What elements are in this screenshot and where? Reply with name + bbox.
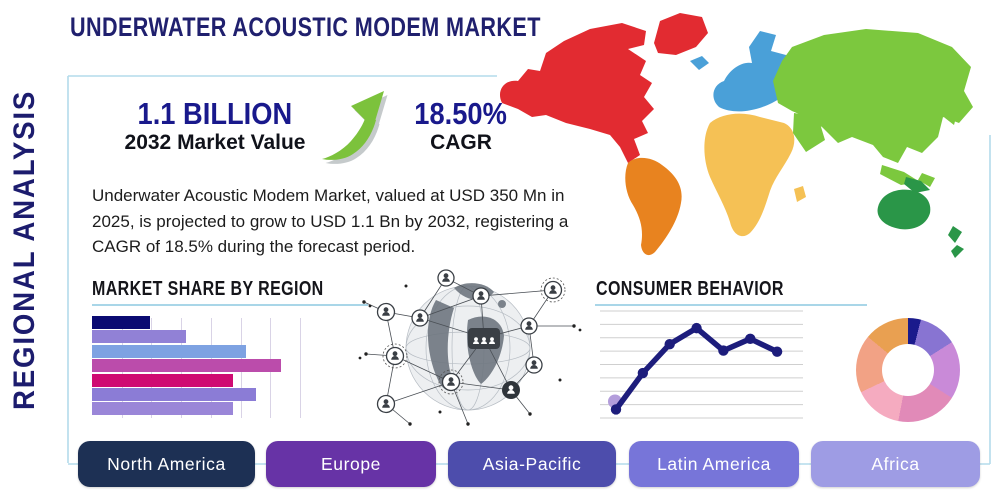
line-chart bbox=[600, 310, 803, 419]
network-person-nodes bbox=[376, 269, 566, 414]
world-map bbox=[499, 13, 973, 258]
map-region-greenland bbox=[654, 13, 708, 55]
cagr-stat: 18.50% CAGR bbox=[414, 96, 508, 155]
bar-segment-0 bbox=[92, 316, 151, 329]
bar-gridline bbox=[300, 318, 301, 418]
bar-segment-1 bbox=[92, 330, 186, 344]
map-region-south-america bbox=[625, 157, 682, 256]
donut-chart bbox=[856, 318, 960, 422]
page-title: UNDERWATER ACOUSTIC MODEM MARKET bbox=[70, 12, 541, 42]
region-button-asia-pacific[interactable]: Asia-Pacific bbox=[448, 441, 616, 487]
bar-segment-4 bbox=[92, 373, 234, 387]
donut-hole bbox=[882, 344, 934, 396]
group-badge bbox=[468, 328, 500, 349]
region-button-europe[interactable]: Europe bbox=[266, 441, 436, 487]
region-button-latin-america[interactable]: Latin America bbox=[629, 441, 799, 487]
globe-network-graphic bbox=[358, 269, 582, 426]
side-label-regional-analysis: REGIONAL ANALYSIS bbox=[8, 89, 41, 410]
line-chart-heading: CONSUMER BEHAVIOR bbox=[596, 278, 784, 300]
bar-segment-6 bbox=[92, 402, 234, 416]
growth-arrow-icon bbox=[322, 91, 388, 164]
bar-chart-heading: MARKET SHARE BY REGION bbox=[92, 278, 324, 300]
bar-chart-heading-rule bbox=[92, 304, 368, 306]
map-region-africa bbox=[704, 113, 806, 237]
market-value-stat: 1.1 BILLION 2032 Market Value bbox=[124, 96, 306, 155]
map-region-north-america bbox=[499, 23, 654, 163]
bar-segment-3 bbox=[92, 359, 282, 373]
map-region-asia bbox=[773, 29, 973, 187]
line-chart-heading-rule bbox=[595, 304, 867, 306]
bar-chart bbox=[92, 316, 301, 420]
market-summary-text: Underwater Acoustic Modem Market, valued… bbox=[92, 186, 569, 256]
region-button-africa[interactable]: Africa bbox=[811, 441, 980, 487]
network-dots bbox=[358, 284, 582, 426]
bar-segment-5 bbox=[92, 387, 257, 401]
map-region-oceania bbox=[877, 177, 964, 258]
region-button-north-america[interactable]: North America bbox=[78, 441, 255, 487]
bar-segment-2 bbox=[92, 344, 246, 358]
